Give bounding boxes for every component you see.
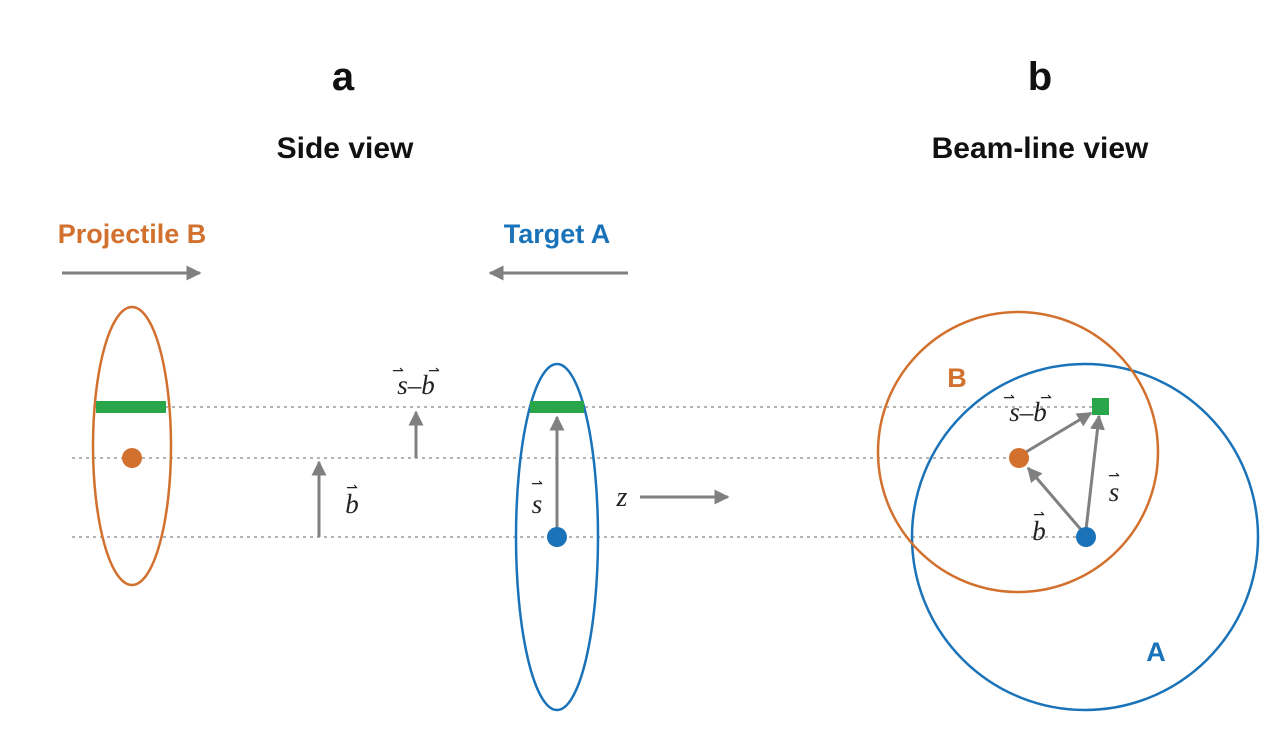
b-arrow-accent-beam: ⇀ (1033, 507, 1045, 523)
target-nucleon-dot (547, 527, 567, 547)
nucleus-A-label: A (1146, 637, 1166, 667)
projectile-nucleus-side (91, 305, 173, 587)
s-minus-b-label-side: s–b (397, 370, 435, 400)
s-minus-b-vector-arrow-beam (1025, 411, 1093, 454)
target-label: Target A (504, 219, 611, 249)
z-axis-label: z (616, 482, 628, 513)
b-label-beam: b (1032, 516, 1046, 546)
b-vector-arrow-beam (1026, 466, 1085, 533)
s-arrow-accent-side: ⇀ (531, 476, 543, 492)
s-arrow-accent-beam: ⇀ (1108, 468, 1120, 484)
panel-b-title: Beam-line view (932, 132, 1149, 165)
s-label-beam: s (1109, 477, 1120, 507)
nucleon-B-dot (1009, 448, 1029, 468)
panel-b-letter: b (1028, 55, 1052, 99)
s-minus-b-arrow-accent-s: ⇀ (392, 363, 404, 379)
s-minus-b-arrow-accent-b: ⇀ (428, 363, 440, 379)
projectile-nucleon-dot (122, 448, 142, 468)
s-minus-b-label-beam: s–b (1009, 397, 1047, 427)
b-arrow-accent: ⇀ (346, 480, 358, 496)
panel-a-letter: a (332, 55, 355, 99)
s-minus-b-arrow-accent-b-beam: ⇀ (1040, 390, 1052, 406)
nucleus-B-circle (876, 310, 1160, 594)
overlap-point-marker (1092, 398, 1109, 415)
nucleon-A-dot (1076, 527, 1096, 547)
target-nucleus-side (514, 362, 600, 712)
nucleus-B-label: B (947, 363, 967, 393)
s-label-side: s (532, 489, 543, 519)
nucleus-A-circle (910, 362, 1260, 712)
s-vector-arrow-beam (1084, 414, 1105, 531)
target-overlap-segment (530, 401, 584, 413)
panel-a-title: Side view (277, 132, 414, 165)
b-label-side: b (345, 489, 359, 519)
s-minus-b-arrow-accent-s-beam: ⇀ (1003, 390, 1015, 406)
projectile-label: Projectile B (58, 219, 207, 249)
projectile-overlap-segment (96, 401, 166, 413)
